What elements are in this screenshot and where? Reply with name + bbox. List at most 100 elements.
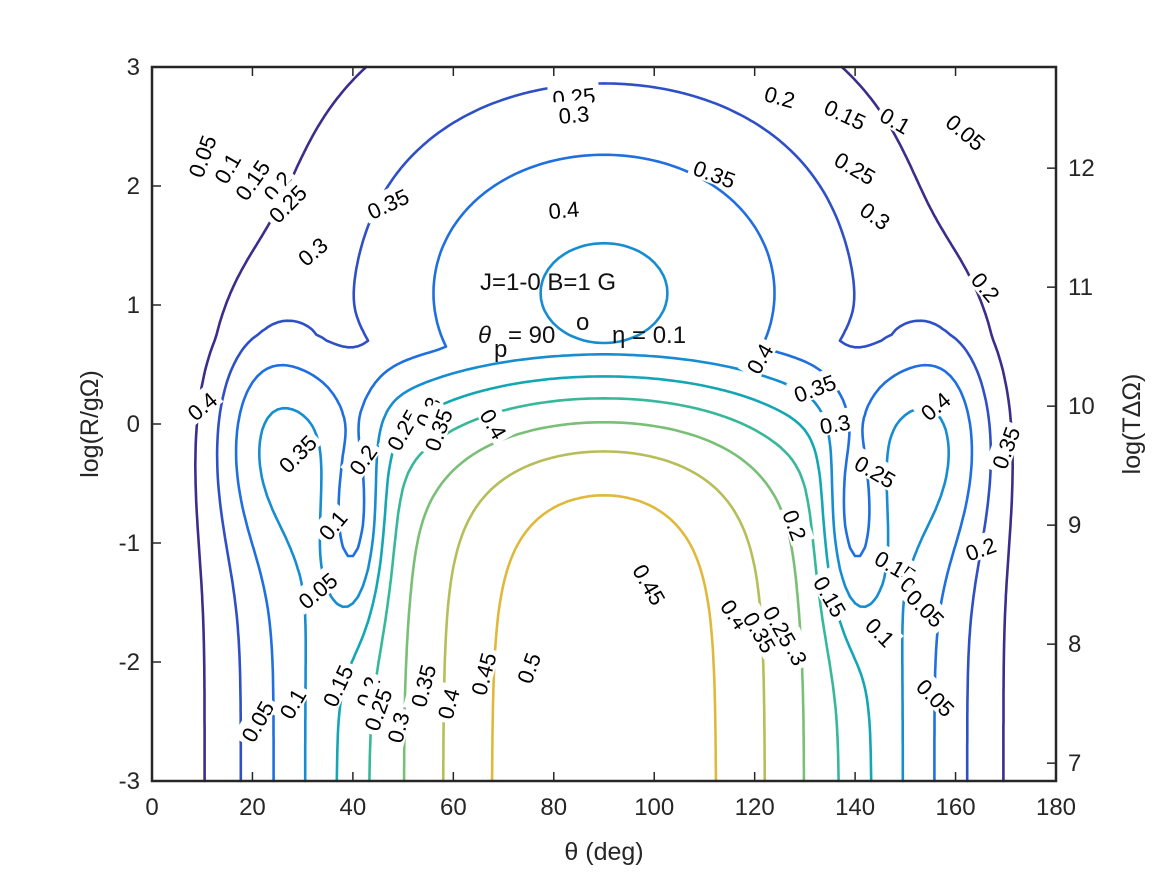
annotation-eta: η = 0.1 [612,322,686,349]
contour-label-group: 0.45 [627,555,675,612]
y-tick-label: 3 [127,54,140,81]
contour-label-bg [957,529,1003,565]
contour-label-group: 0.5 [508,645,546,690]
contour-label-group: 0.15 [808,567,855,624]
annotation-theta-sub: p [494,336,507,363]
contour-label-bg [543,194,584,222]
contour-label-bg [778,502,815,547]
x-tick-label: 180 [1036,794,1076,821]
y2-axis-label: log(TΔΩ) [1118,374,1146,475]
contour-label-group: 0.25 [848,446,905,494]
contour-label-bg [226,151,276,207]
contour-label-bg [873,98,919,139]
contour-label-bg [939,105,995,157]
contour-label-bg [403,657,440,714]
contour-label-bg [965,263,1009,309]
contour-label-bg [269,425,323,479]
contour-label-bg [205,144,246,190]
x-tick-label: 120 [735,794,775,821]
contour-label-bg [900,580,954,634]
contour-label-bg [348,668,384,714]
contour-lines [194,65,1014,783]
contour-label-bg [738,603,785,660]
annotation-transition: J=1-0 B=1 G [480,269,616,296]
y2-tick-label: 9 [1068,512,1081,539]
contour-label-group: 0.3 [813,406,856,440]
contour-label-group: 0.3 [853,193,899,236]
x-tick-label: 20 [239,794,266,821]
contour-label-bg [314,656,358,714]
contour-label: 0.4 [548,197,581,225]
x-axis-label: θ (deg) [564,838,643,866]
contour-label-bg [270,679,311,726]
contour-label-bg [429,681,463,725]
contour-line-0.45 [490,494,718,783]
contour-label-group: 0.3 [288,228,334,272]
contour-label: 0.2 [966,268,1005,308]
contour-label-group: 0.05 [939,105,995,157]
contour-label-bg [853,193,899,236]
contour-label-bg [289,563,344,615]
contour-label-bg [358,180,416,224]
contour-label-bg [508,645,545,690]
contour-label-group: 0.4 [543,194,584,224]
contour-line-0.4 [442,450,766,783]
contour-line-0.1 [215,82,993,783]
y2-axis: 7 8 9 10 11 12 [1047,155,1095,777]
contour-label: 0.1 [860,613,899,652]
contour-label-group: 0.2 [957,529,1003,566]
contour-label-bg [813,406,856,438]
x-tick-label: 0 [145,794,158,821]
contour-label-group: 0.15 [817,91,875,135]
contour-label-group: 0.1 [859,608,904,653]
x-tick-label: 140 [835,794,875,821]
contour-label-bg [983,418,1024,476]
contour-label-group: 0.2 [965,263,1009,309]
contour-line-0.05 [194,65,1014,783]
contour-label: 0.45 [466,650,501,698]
contour-label-bg [232,692,279,749]
y2-tick-label: 12 [1068,155,1095,182]
annotation-theta-degree: o [576,309,589,336]
contour-label-group: 0.1 [309,501,353,547]
contour-label-bg [309,501,353,547]
contour-label-bg [687,152,744,193]
x-tick-label: 80 [540,794,567,821]
contour-label: 0.3 [293,232,333,271]
contour-label-bg [340,435,383,482]
contour-label-bg [463,645,500,702]
contour-label: 0.3 [558,101,591,129]
contour-label-group: 0.45 [463,645,502,702]
contour-label-group: 0.4 [911,383,957,427]
contour-label-bg [910,669,964,723]
annotation-params: θ p = 90 o η = 0.1 [478,309,686,363]
contour-label-group: 0.3 [379,705,415,749]
contour-label-bg [817,91,875,135]
contour-label-bg [288,228,334,272]
contour-label-bg [911,383,957,427]
contour-label: 0.4 [183,387,223,426]
contour-label-bg [848,446,905,494]
contour-label-bg [827,143,885,190]
contour-label-group: 0.1 [873,98,919,140]
x-tick-label: 40 [340,794,367,821]
contour-label-group: 0.4 [737,334,779,381]
contour-label: 0.35 [690,155,739,193]
contour-label-bg [178,383,224,427]
y-axis: -3 -2 -1 0 1 2 3 [119,54,161,795]
contour-label-bg [758,597,805,654]
x-tick-label: 100 [634,794,674,821]
contour-label-group: 0.1 [270,679,312,726]
contour-label-group: 0.2 [758,78,802,113]
contour-line-0.3 [368,397,840,783]
y-tick-label: -1 [119,530,140,557]
x-tick-label: 160 [936,794,976,821]
contour-label-bg [758,78,802,112]
x-axis: 0 20 40 60 80 100 120 140 160 180 [145,67,1076,821]
annotation-theta-value: = 90 [508,322,555,349]
y2-tick-label: 10 [1068,393,1095,420]
contour-label-bg [416,401,457,458]
contour-label: 0.3 [818,410,852,440]
contour-label-bg [627,555,675,612]
contour-label-group: 0.25 [259,175,313,229]
